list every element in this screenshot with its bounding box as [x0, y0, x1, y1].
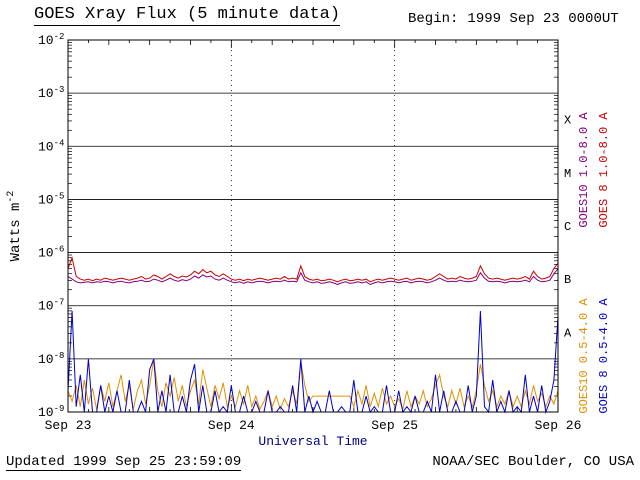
legend-goes8-short: GOES 8 0.5-4.0 A — [597, 298, 611, 414]
y-axis-title: Watts m-2 — [6, 191, 24, 262]
y-tick-label: 10-6 — [38, 245, 64, 261]
flare-class-C: C — [564, 220, 571, 234]
x-tick-label: Sep 23 — [45, 418, 92, 433]
chart-title: GOES Xray Flux (5 minute data) — [34, 5, 341, 26]
legend-goes10-short: GOES10 0.5-4.0 A — [577, 298, 591, 414]
legend-goes8-long: GOES 8 1.0-8.0 A — [597, 112, 611, 228]
flare-class-B: B — [564, 273, 571, 287]
x-tick-label: Sep 25 — [371, 418, 418, 433]
y-tick-label: 10-8 — [38, 351, 64, 367]
y-tick-label: 10-7 — [38, 298, 64, 314]
y-tick-label: 10-3 — [38, 85, 64, 101]
y-axis-title-text: Watts m — [7, 202, 24, 262]
flare-class-M: M — [564, 167, 571, 181]
y-tick-label: 10-2 — [38, 32, 64, 48]
plot-border — [67, 39, 559, 413]
y-tick-label: 10-4 — [38, 138, 64, 154]
credit-text: NOAA/SEC Boulder, CO USA — [432, 454, 634, 470]
x-tick-label: Sep 26 — [535, 418, 582, 433]
x-tick-label: Sep 24 — [208, 418, 255, 433]
updated-timestamp: Updated 1999 Sep 25 23:59:09 — [6, 454, 242, 471]
y-tick-label: 10-5 — [38, 191, 64, 207]
begin-value: 1999 Sep 23 0000UT — [467, 11, 619, 27]
x-axis-title: Universal Time — [258, 434, 367, 449]
series-line-0 — [67, 268, 559, 286]
flare-class-X: X — [564, 114, 571, 128]
flare-class-A: A — [564, 326, 572, 340]
series-line-1 — [67, 256, 559, 283]
legend-goes10-long: GOES10 1.0-8.0 A — [577, 112, 591, 228]
y-axis-title-exponent: -2 — [6, 190, 18, 203]
begin-info: Begin: 1999 Sep 23 0000UT — [408, 11, 619, 27]
begin-label: Begin: — [408, 11, 459, 27]
